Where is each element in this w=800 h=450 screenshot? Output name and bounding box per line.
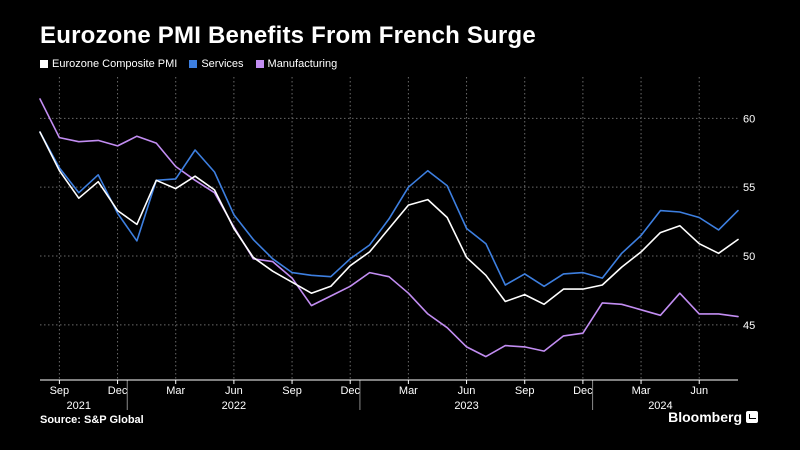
y-tick-label: 50 (743, 251, 755, 263)
x-year-label: 2024 (648, 400, 672, 412)
legend-label-composite: Eurozone Composite PMI (52, 58, 178, 70)
legend-item-services[interactable]: Services (189, 58, 244, 70)
source-note: Source: S&P Global (40, 414, 144, 426)
x-tick-label: Jun (458, 385, 476, 397)
legend-item-manufacturing[interactable]: Manufacturing (255, 58, 338, 70)
x-tick-label: Jun (225, 385, 243, 397)
x-tick-label: Jun (690, 385, 708, 397)
brand-label: Bloomberg (668, 409, 742, 425)
x-tick-label: Dec (108, 385, 128, 397)
x-tick-label: Sep (515, 385, 535, 397)
legend-swatch-composite (40, 60, 48, 68)
legend-swatch-manufacturing (255, 60, 264, 68)
y-tick-label: 60 (743, 113, 755, 125)
x-year-label: 2023 (454, 400, 478, 412)
series-line-manufacturing[interactable] (39, 98, 739, 358)
legend-label-services: Services (201, 58, 244, 70)
x-tick-label: Mar (632, 385, 651, 397)
chart-brand-icon (746, 411, 758, 423)
legend-item-composite[interactable]: Eurozone Composite PMI (40, 58, 177, 70)
series-line-services[interactable] (39, 131, 739, 288)
x-tick-label: Sep (50, 385, 70, 397)
x-tick-label: Sep (282, 385, 302, 397)
x-tick-label: Dec (573, 385, 593, 397)
chart-title: Eurozone PMI Benefits From French Surge (40, 22, 536, 49)
x-tick-label: Dec (340, 385, 360, 397)
series-line-composite[interactable] (39, 131, 739, 306)
y-tick-label: 55 (743, 182, 755, 194)
x-tick-label: Mar (399, 385, 418, 397)
y-tick-label: 45 (743, 320, 755, 332)
x-year-label: 2021 (67, 400, 91, 412)
legend-swatch-services (189, 60, 198, 68)
x-year-label: 2022 (222, 400, 246, 412)
x-tick-label: Mar (166, 385, 185, 397)
chart-legend: Eurozone Composite PMI Services Manufact… (40, 58, 337, 70)
legend-label-manufacturing: Manufacturing (267, 58, 338, 70)
bloomberg-logo: Bloomberg (668, 409, 758, 425)
